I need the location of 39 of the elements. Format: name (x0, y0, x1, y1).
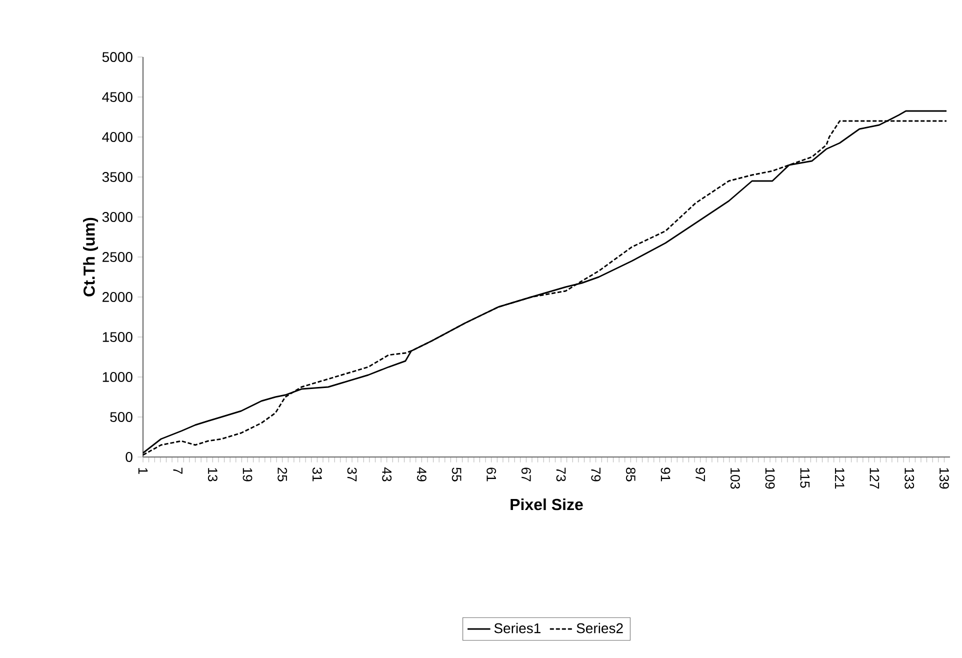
y-tick-label: 1000 (102, 372, 132, 382)
x-tick-label: 103 (730, 468, 740, 489)
y-tick-label: 0 (126, 452, 132, 462)
x-tick-label: 7 (173, 468, 182, 474)
y-tick-label: 4500 (102, 92, 132, 102)
y-tick-label: 5000 (102, 52, 132, 62)
x-tick-label: 85 (626, 468, 636, 482)
x-axis-title: Pixel Size (510, 498, 583, 510)
x-tick-label: 31 (312, 468, 322, 482)
x-tick-label: 43 (382, 467, 392, 482)
legend-label: Series1 (494, 622, 540, 634)
y-tick-label: 500 (110, 412, 132, 422)
x-tick-label: 49 (416, 467, 426, 482)
x-tick-label: 25 (278, 468, 288, 482)
y-tick-label: 3500 (102, 172, 132, 182)
y-tick-label: 2000 (102, 292, 132, 302)
y-tick-label: 2500 (102, 252, 132, 262)
x-tick-label: 91 (660, 468, 670, 482)
x-tick-label: 97 (696, 468, 706, 482)
x-tick-label: 121 (835, 468, 844, 489)
y-axis-title: Ct.Th (um) (83, 218, 98, 296)
x-tick-label: 13 (208, 468, 218, 482)
x-tick-label: 115 (800, 468, 810, 488)
x-tick-label: 67 (521, 468, 531, 482)
x-tick-label: 79 (591, 468, 601, 482)
x-tick-label: 61 (486, 468, 496, 482)
y-tick-label: 1500 (102, 332, 132, 342)
x-tick-label: 19 (242, 468, 252, 482)
x-tick-label: 55 (452, 468, 462, 482)
y-tick-label: 3000 (102, 212, 132, 222)
x-tick-label: 1 (138, 468, 148, 474)
y-tick-label: 4000 (102, 132, 132, 142)
x-tick-label: 133 (904, 468, 914, 489)
x-tick-label: 73 (556, 468, 566, 482)
x-tick-label: 127 (870, 468, 880, 489)
x-tick-label: 109 (765, 468, 775, 489)
x-tick-label: 37 (347, 468, 357, 482)
legend-label: Series2 (576, 622, 623, 634)
x-tick-label: 139 (939, 468, 949, 489)
